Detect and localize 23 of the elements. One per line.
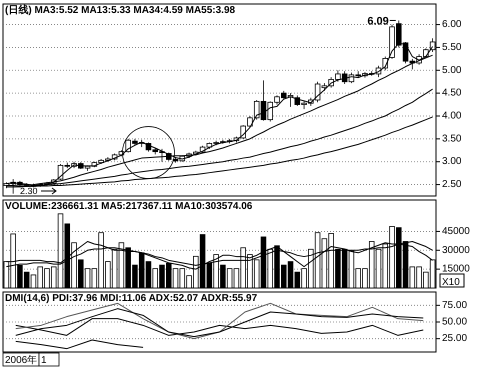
chart-title: (日线) MA3:5.52 MA13:5.33 MA34:4.59 MA55:3.98 [5,4,236,16]
y-tick-label: 3.00 [442,156,462,168]
y-tick-label: 25.00 [442,333,468,344]
y-tick-label: 5.00 [442,64,462,76]
annotation: 2.30 [20,186,38,196]
text: 2006年 [5,354,38,366]
y-tick-label: 3.50 [442,133,462,144]
y-tick-label: 4.00 [442,110,462,122]
y-tick-label: 30000 [442,244,470,256]
y-tick-label: 45000 [442,226,470,237]
annotation: 6.09 [367,15,389,28]
chart-title: VOLUME:236661.31 MA5:217367.11 MA10:303574.06 [5,201,253,212]
unit-label: X10 [440,274,464,288]
y-tick-label: 50.00 [442,316,468,328]
y-tick-label: 4.50 [442,88,462,99]
y-axis-title: X10 [442,277,460,288]
y-tick-label: 6.00 [442,19,462,30]
y-tick-label: 15000 [442,264,470,275]
text: 1 [41,355,47,366]
y-tick-label: 5.50 [442,42,462,53]
y-tick-label: 2.50 [442,179,462,190]
chart-title: DMI(14,6) PDI:37.96 MDI:11.06 ADX:52.07 ADXR:55.97 [5,293,258,304]
y-tick-label: 75.00 [442,300,468,311]
